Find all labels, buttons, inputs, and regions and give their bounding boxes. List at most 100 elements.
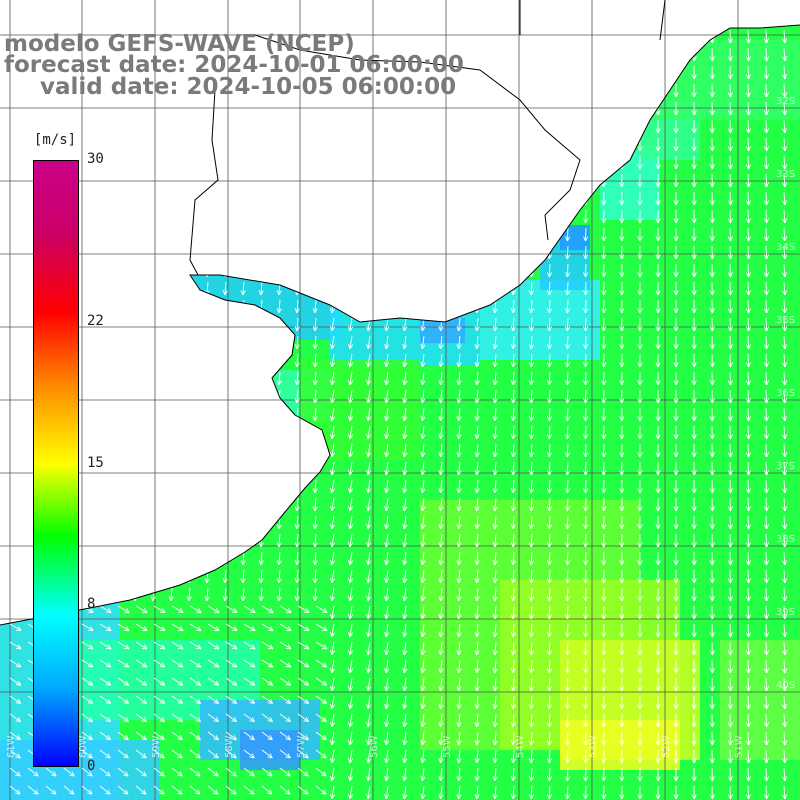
wind-arrow (366, 515, 372, 530)
wind-arrow (348, 605, 354, 620)
wind-arrow (583, 497, 589, 512)
wind-arrow (279, 605, 292, 614)
wind-arrow (564, 425, 571, 440)
wind-arrow (366, 569, 372, 584)
wind-arrow (763, 569, 770, 584)
wind-arrow (655, 281, 661, 296)
wind-arrow (637, 785, 643, 800)
wind-arrow (420, 389, 426, 404)
wind-arrow (528, 749, 534, 764)
wind-arrow (492, 785, 498, 800)
wind-arrow (510, 749, 516, 764)
wind-arrow (189, 677, 202, 686)
wind-arrow (348, 335, 354, 350)
wind-arrow (420, 641, 426, 656)
wind-arrow (745, 641, 751, 656)
wind-arrow (438, 695, 444, 710)
wind-arrow (709, 137, 715, 152)
wind-arrow (763, 245, 770, 260)
wind-arrow (619, 353, 625, 368)
wind-arrow (655, 317, 661, 332)
wind-arrow (564, 695, 571, 710)
wind-arrow (655, 461, 661, 476)
wind-arrow (564, 641, 571, 656)
wind-arrow (763, 191, 770, 206)
wind-arrow (456, 713, 462, 728)
wind-arrow (99, 659, 112, 668)
wind-arrow (438, 407, 444, 422)
wind-arrow (781, 533, 788, 548)
latitude-label: 34S (776, 242, 795, 253)
wind-arrow (655, 731, 661, 746)
wind-arrow (117, 767, 129, 777)
wind-arrow (510, 569, 516, 584)
wind-arrow (781, 29, 788, 44)
wind-arrow (384, 407, 390, 422)
wind-arrow (691, 119, 697, 134)
wind-arrow (402, 353, 408, 368)
wind-arrow (655, 659, 661, 674)
wind-arrow (456, 749, 462, 764)
wind-arrow (171, 677, 184, 686)
wind-arrow (438, 569, 444, 584)
wind-arrow (709, 209, 715, 224)
wind-arrow (225, 641, 238, 650)
wind-arrow (258, 569, 264, 584)
wind-arrow (366, 605, 372, 620)
wind-arrow (243, 713, 255, 723)
wind-arrow (546, 515, 553, 530)
wind-arrow (601, 191, 607, 206)
wind-arrow (207, 713, 219, 723)
wind-arrow (691, 479, 697, 494)
wind-arrow (691, 785, 697, 800)
wind-arrow (438, 353, 444, 368)
wind-arrow (564, 353, 571, 368)
wind-arrow (673, 209, 679, 224)
wind-arrow (546, 353, 553, 368)
wind-arrow (329, 677, 336, 692)
wind-arrow (601, 281, 607, 296)
wind-arrow (745, 209, 751, 224)
wind-arrow (745, 461, 751, 476)
wind-arrow (601, 695, 607, 710)
wind-arrow (312, 515, 318, 530)
wind-arrow (420, 659, 426, 674)
wind-arrow (709, 461, 715, 476)
wind-arrow (315, 767, 327, 777)
wind-arrow (474, 551, 480, 566)
wind-arrow (438, 425, 444, 440)
wind-arrow (745, 299, 751, 314)
wind-arrow (402, 623, 408, 638)
wind-arrow (261, 677, 274, 686)
wind-arrow (492, 533, 498, 548)
wind-arrow (297, 767, 309, 777)
wind-arrow (474, 767, 480, 782)
wind-arrow (601, 497, 607, 512)
wind-arrow (420, 587, 426, 602)
wind-arrow (438, 605, 444, 620)
wind-arrow (438, 551, 444, 566)
wind-arrow (492, 605, 498, 620)
wind-arrow (619, 623, 625, 638)
wind-arrow (763, 137, 770, 152)
wind-arrow (691, 407, 697, 422)
wind-arrow (601, 353, 607, 368)
wind-arrow (546, 263, 553, 278)
wind-arrow (781, 407, 788, 422)
wind-arrow (528, 659, 534, 674)
wind-arrow (655, 425, 661, 440)
wind-arrow (637, 371, 643, 386)
wind-arrow (348, 749, 354, 764)
wind-arrow (279, 695, 292, 704)
wind-arrow (456, 389, 462, 404)
wind-arrow (279, 785, 291, 795)
wind-arrow (763, 317, 770, 332)
wind-arrow (384, 695, 390, 710)
wind-arrow (474, 371, 480, 386)
wind-arrow (583, 443, 589, 458)
wind-arrow (637, 533, 643, 548)
wind-arrow (402, 731, 408, 746)
wind-arrow (243, 641, 256, 650)
wind-arrow (438, 749, 444, 764)
wind-arrow (135, 605, 148, 614)
